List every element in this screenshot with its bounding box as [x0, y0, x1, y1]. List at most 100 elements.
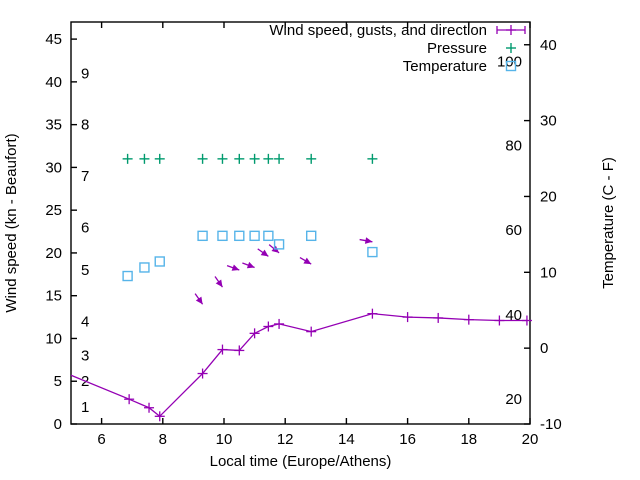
plus-marker	[263, 321, 274, 332]
series-wind-speed-gusts-and-direction	[70, 308, 532, 422]
plus-marker	[306, 153, 317, 164]
series-pressure	[122, 153, 378, 164]
plus-marker	[197, 368, 208, 379]
x-tick-label: 12	[277, 431, 294, 448]
y-tick-label: 15	[45, 288, 62, 305]
x-tick-label: 16	[399, 431, 416, 448]
x-axis-ticks: 6 8 10 12 14 16 18 20	[97, 22, 538, 448]
plus-marker	[249, 328, 260, 339]
legend-label-1: Wind speed, gusts, and direction	[269, 22, 487, 39]
y2-tick-label: 40	[540, 37, 557, 54]
y2-tick-label: 0	[540, 340, 548, 357]
y-axis-ticks: 0 5 10 15 20 25 30 35 40 45	[45, 31, 77, 433]
plus-marker	[217, 344, 228, 355]
plus-marker	[306, 326, 317, 337]
plus-marker	[274, 318, 285, 329]
wind-speed-line	[70, 313, 527, 418]
plus-marker	[402, 312, 413, 323]
y2-tick-label: -10	[540, 416, 562, 433]
y-tick-label: 5	[54, 373, 62, 390]
y2-axis-title: Temperature (C - F)	[600, 157, 617, 289]
x-tick-label: 6	[97, 431, 105, 448]
x-tick-label: 8	[159, 431, 167, 448]
y-tick-label: 10	[45, 330, 62, 347]
wind-direction-arrow	[194, 293, 204, 305]
square-marker	[367, 246, 378, 258]
fahrenheit-label: 60	[505, 222, 522, 239]
legend-label-2: Pressure	[427, 40, 487, 57]
plus-marker	[249, 153, 260, 164]
square-marker	[273, 239, 285, 250]
y-tick-label: 40	[45, 74, 62, 91]
square-marker	[217, 230, 228, 242]
legend-key-wind	[496, 25, 526, 35]
beaufort-label: 8	[81, 117, 89, 134]
beaufort-label: 4	[81, 313, 89, 330]
plus-marker	[274, 153, 285, 164]
x-tick-label: 10	[216, 431, 233, 448]
y-tick-label: 35	[45, 117, 62, 134]
wind-direction-arrow	[257, 248, 269, 257]
legend-key-pressure	[506, 43, 516, 53]
beaufort-label: 6	[81, 219, 89, 236]
y2-tick-label: 20	[540, 188, 557, 205]
wind-direction-arrow	[299, 256, 312, 265]
square-marker	[139, 262, 150, 273]
plus-marker	[154, 153, 165, 164]
legend-label-3: Temperature	[403, 58, 487, 75]
square-marker	[122, 270, 133, 282]
series-wind-direction-arrows	[194, 237, 373, 305]
data-series	[70, 153, 532, 422]
chart-legend: Wind speed, gusts, and directionPressure…	[269, 22, 526, 75]
plus-marker	[124, 394, 135, 405]
beaufort-label: 9	[81, 65, 89, 82]
plus-marker	[139, 153, 150, 164]
wind-direction-arrow	[214, 276, 224, 288]
plus-marker	[144, 402, 155, 413]
plus-marker	[234, 345, 245, 356]
plus-marker	[367, 308, 378, 319]
y2-tick-label: 30	[540, 113, 557, 130]
x-tick-label: 18	[460, 431, 477, 448]
beaufort-label: 7	[81, 168, 89, 185]
plus-marker	[122, 153, 133, 164]
y2-axis-ticks: -10 0 10 20 30 40	[524, 37, 562, 433]
plus-marker	[234, 153, 245, 164]
plus-marker	[217, 153, 228, 164]
plus-marker	[521, 315, 532, 326]
plus-marker	[367, 153, 378, 164]
fahrenheit-label: 40	[505, 307, 522, 324]
plus-marker	[463, 314, 474, 325]
fahrenheit-label: 80	[505, 138, 522, 155]
wind-direction-arrow	[226, 264, 240, 271]
y-axis-title: Wind speed (kn - Beaufort)	[3, 133, 20, 312]
fahrenheit-label: 20	[505, 391, 522, 408]
plus-marker	[433, 312, 444, 323]
y-tick-label: 0	[54, 416, 62, 433]
wind-direction-arrow	[359, 237, 373, 244]
wind-direction-arrow	[242, 261, 255, 269]
x-tick-label: 14	[338, 431, 355, 448]
plus-marker	[263, 153, 274, 164]
series-temperature	[122, 230, 378, 282]
square-marker	[306, 230, 317, 242]
y-tick-label: 45	[45, 31, 62, 48]
square-marker	[154, 256, 165, 267]
plot-frame	[70, 21, 531, 425]
y-tick-label: 30	[45, 159, 62, 176]
plus-marker	[154, 411, 165, 422]
legend-key-temperature	[505, 60, 517, 72]
x-tick-label: 20	[522, 431, 539, 448]
plus-marker	[494, 315, 505, 326]
square-marker	[197, 230, 208, 242]
square-marker	[249, 230, 260, 242]
square-marker	[234, 230, 245, 242]
axis-titles: Local time (Europe/Athens) Wind speed (kn…	[3, 133, 617, 470]
y-tick-label: 25	[45, 202, 62, 219]
beaufort-label: 5	[81, 262, 89, 279]
x-axis-title: Local time (Europe/Athens)	[210, 453, 392, 470]
